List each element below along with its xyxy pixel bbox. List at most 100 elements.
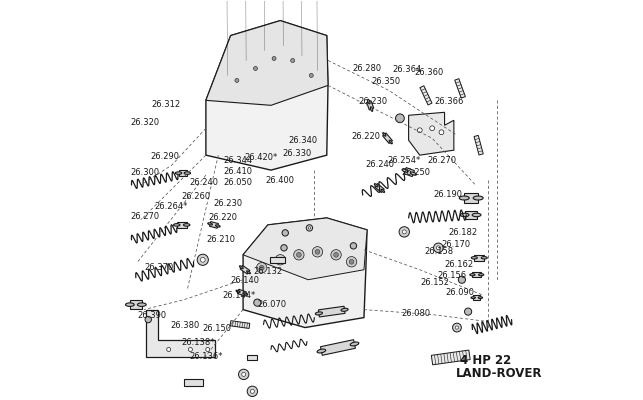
Ellipse shape [402, 169, 408, 172]
Ellipse shape [470, 274, 475, 276]
Ellipse shape [471, 257, 477, 259]
Ellipse shape [460, 213, 469, 217]
Text: LAND-ROVER: LAND-ROVER [455, 367, 542, 380]
Polygon shape [464, 193, 478, 203]
Text: 26.380: 26.380 [170, 321, 199, 330]
Text: 26.240: 26.240 [189, 178, 218, 186]
Circle shape [455, 326, 458, 329]
Ellipse shape [478, 297, 482, 298]
Circle shape [197, 254, 208, 265]
Ellipse shape [125, 303, 134, 306]
Circle shape [430, 126, 435, 131]
Circle shape [235, 78, 239, 82]
Circle shape [242, 372, 246, 376]
Circle shape [206, 348, 210, 352]
Circle shape [453, 323, 461, 332]
Circle shape [278, 258, 283, 262]
Circle shape [275, 255, 285, 265]
Circle shape [145, 316, 151, 323]
Circle shape [433, 243, 443, 253]
Text: 26.390: 26.390 [138, 311, 167, 320]
Circle shape [312, 247, 323, 257]
Ellipse shape [368, 99, 370, 104]
Circle shape [439, 130, 444, 135]
Polygon shape [243, 218, 367, 328]
Polygon shape [210, 222, 219, 228]
Polygon shape [206, 21, 328, 105]
Ellipse shape [176, 172, 182, 174]
Circle shape [350, 243, 357, 249]
Ellipse shape [236, 290, 240, 292]
Ellipse shape [215, 225, 220, 227]
Ellipse shape [472, 213, 481, 217]
Circle shape [201, 258, 205, 262]
Text: 26.360: 26.360 [414, 68, 443, 77]
Text: 26.152: 26.152 [421, 278, 449, 288]
Ellipse shape [383, 133, 386, 136]
Polygon shape [318, 306, 345, 317]
Ellipse shape [389, 140, 392, 144]
Circle shape [291, 58, 294, 62]
Circle shape [253, 66, 257, 70]
Ellipse shape [374, 184, 378, 187]
Polygon shape [183, 379, 203, 386]
Ellipse shape [315, 312, 322, 315]
Text: 26.136*: 26.136* [189, 352, 222, 361]
Polygon shape [474, 135, 484, 155]
Text: 26.138*: 26.138* [181, 338, 215, 347]
Polygon shape [240, 266, 249, 274]
Text: 26.070: 26.070 [258, 300, 287, 309]
Ellipse shape [459, 196, 469, 200]
Polygon shape [408, 112, 454, 155]
Text: 26.170: 26.170 [441, 240, 470, 249]
Polygon shape [206, 21, 328, 170]
Ellipse shape [370, 107, 373, 111]
Circle shape [272, 56, 276, 60]
Circle shape [464, 308, 472, 315]
Text: 26.364: 26.364 [392, 65, 422, 74]
Text: 26.400: 26.400 [265, 176, 294, 185]
Polygon shape [367, 101, 374, 110]
Circle shape [395, 114, 404, 123]
Text: 4 HP 22: 4 HP 22 [460, 354, 511, 367]
Circle shape [167, 348, 170, 352]
Ellipse shape [317, 349, 325, 353]
Ellipse shape [350, 342, 359, 346]
Text: 26.312: 26.312 [151, 100, 180, 109]
Polygon shape [473, 296, 480, 300]
Circle shape [403, 230, 406, 234]
Text: 26.150: 26.150 [202, 324, 231, 333]
Text: 26.220: 26.220 [208, 214, 237, 222]
Text: 26.220: 26.220 [351, 132, 380, 141]
Text: 26.162: 26.162 [444, 260, 473, 269]
Circle shape [257, 262, 267, 273]
Text: 26.260: 26.260 [181, 192, 210, 201]
Circle shape [188, 348, 192, 352]
Circle shape [239, 369, 249, 380]
Text: 26.144*: 26.144* [222, 291, 256, 300]
Polygon shape [431, 350, 470, 365]
Text: 26.090: 26.090 [446, 288, 475, 297]
Text: 26.270: 26.270 [130, 212, 159, 221]
Text: 26.340: 26.340 [289, 136, 318, 145]
Text: 26.182: 26.182 [448, 228, 477, 237]
Text: 26.370: 26.370 [144, 263, 174, 272]
Polygon shape [179, 170, 187, 176]
Ellipse shape [138, 303, 146, 306]
Text: 26.330: 26.330 [282, 149, 312, 158]
Circle shape [250, 389, 255, 393]
Text: 26.230: 26.230 [358, 97, 387, 106]
Circle shape [347, 257, 357, 267]
Polygon shape [320, 340, 356, 355]
Polygon shape [404, 168, 415, 176]
Text: 26.264*: 26.264* [155, 202, 188, 211]
Circle shape [458, 276, 466, 283]
Text: 26.210: 26.210 [206, 235, 236, 244]
Polygon shape [455, 79, 466, 98]
Ellipse shape [481, 257, 487, 259]
Text: 26.290: 26.290 [150, 152, 179, 161]
Circle shape [306, 225, 312, 231]
Text: 26.240: 26.240 [365, 160, 394, 170]
Text: 26.080: 26.080 [401, 309, 430, 318]
Text: 26.158: 26.158 [424, 246, 453, 256]
